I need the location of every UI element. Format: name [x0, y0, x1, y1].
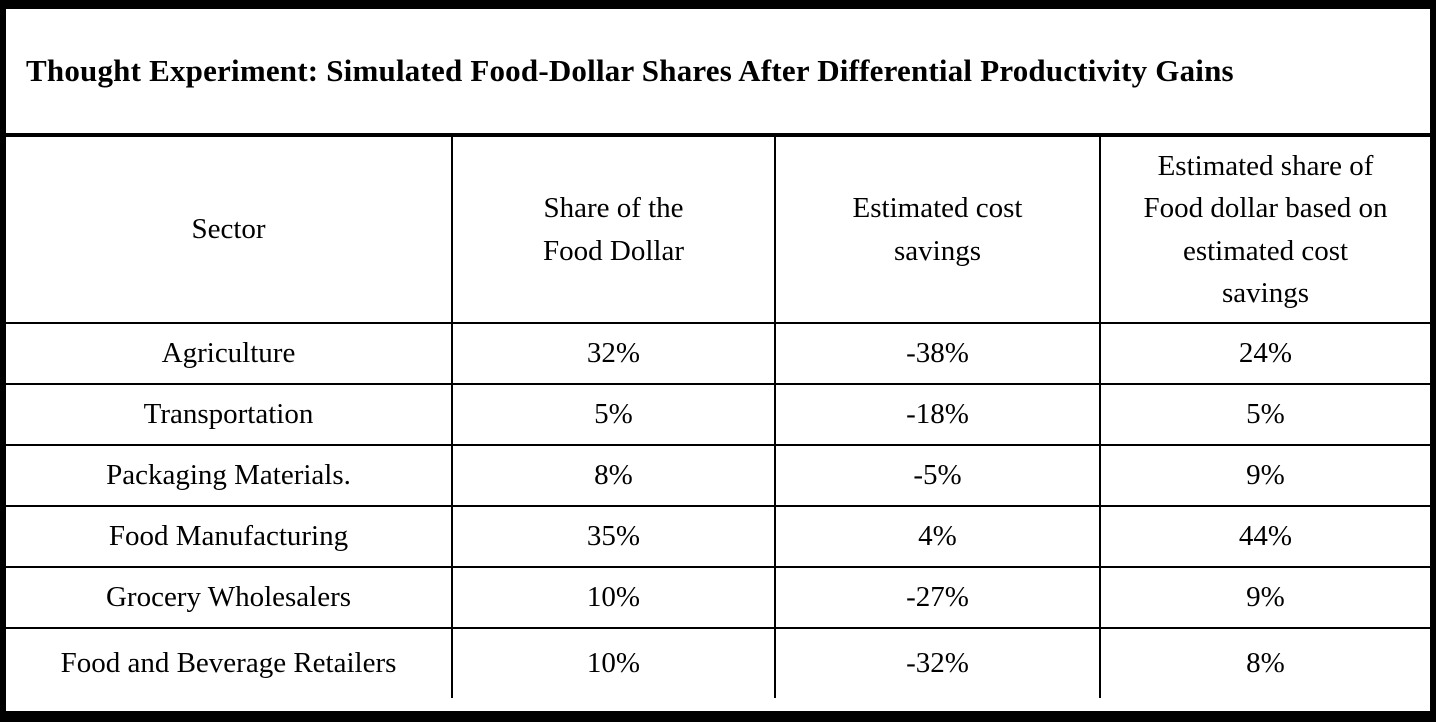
cell-share: 10%: [451, 566, 776, 629]
cell-share: 32%: [451, 322, 776, 385]
cell-savings: -38%: [774, 322, 1101, 385]
table-row: Food Manufacturing 35% 4% 44%: [6, 505, 1430, 568]
cell-savings: -27%: [774, 566, 1101, 629]
cell-savings: 4%: [774, 505, 1101, 568]
cell-share: 5%: [451, 383, 776, 446]
column-header-share: Share of the Food Dollar: [451, 135, 776, 324]
cell-sector: Transportation: [6, 383, 453, 446]
column-header-new-share: Estimated share of Food dollar based on …: [1099, 135, 1430, 324]
cell-sector: Packaging Materials.: [6, 444, 453, 507]
cell-new-share: 44%: [1099, 505, 1430, 568]
cell-savings: -18%: [774, 383, 1101, 446]
table-title: Thought Experiment: Simulated Food-Dolla…: [6, 9, 1430, 135]
column-header-sector: Sector: [6, 135, 453, 324]
table-row: Packaging Materials. 8% -5% 9%: [6, 444, 1430, 507]
cell-savings: -5%: [774, 444, 1101, 507]
table-row: Transportation 5% -18% 5%: [6, 383, 1430, 446]
cell-new-share: 9%: [1099, 444, 1430, 507]
cell-share: 35%: [451, 505, 776, 568]
cell-new-share: 24%: [1099, 322, 1430, 385]
cell-new-share: 9%: [1099, 566, 1430, 629]
data-table: Sector Share of the Food Dollar Estimate…: [6, 135, 1430, 698]
cell-share: 8%: [451, 444, 776, 507]
table-row: Agriculture 32% -38% 24%: [6, 322, 1430, 385]
cell-savings: -32%: [774, 627, 1101, 698]
cell-new-share: 5%: [1099, 383, 1430, 446]
cell-sector: Grocery Wholesalers: [6, 566, 453, 629]
table-row: Food and Beverage Retailers 10% -32% 8%: [6, 627, 1430, 698]
cell-sector: Food Manufacturing: [6, 505, 453, 568]
table-row: Grocery Wholesalers 10% -27% 9%: [6, 566, 1430, 629]
cell-new-share: 8%: [1099, 627, 1430, 698]
header-row: Sector Share of the Food Dollar Estimate…: [6, 135, 1430, 324]
cell-sector: Food and Beverage Retailers: [6, 627, 453, 698]
cell-share: 10%: [451, 627, 776, 698]
cell-sector: Agriculture: [6, 322, 453, 385]
column-header-savings: Estimated cost savings: [774, 135, 1101, 324]
